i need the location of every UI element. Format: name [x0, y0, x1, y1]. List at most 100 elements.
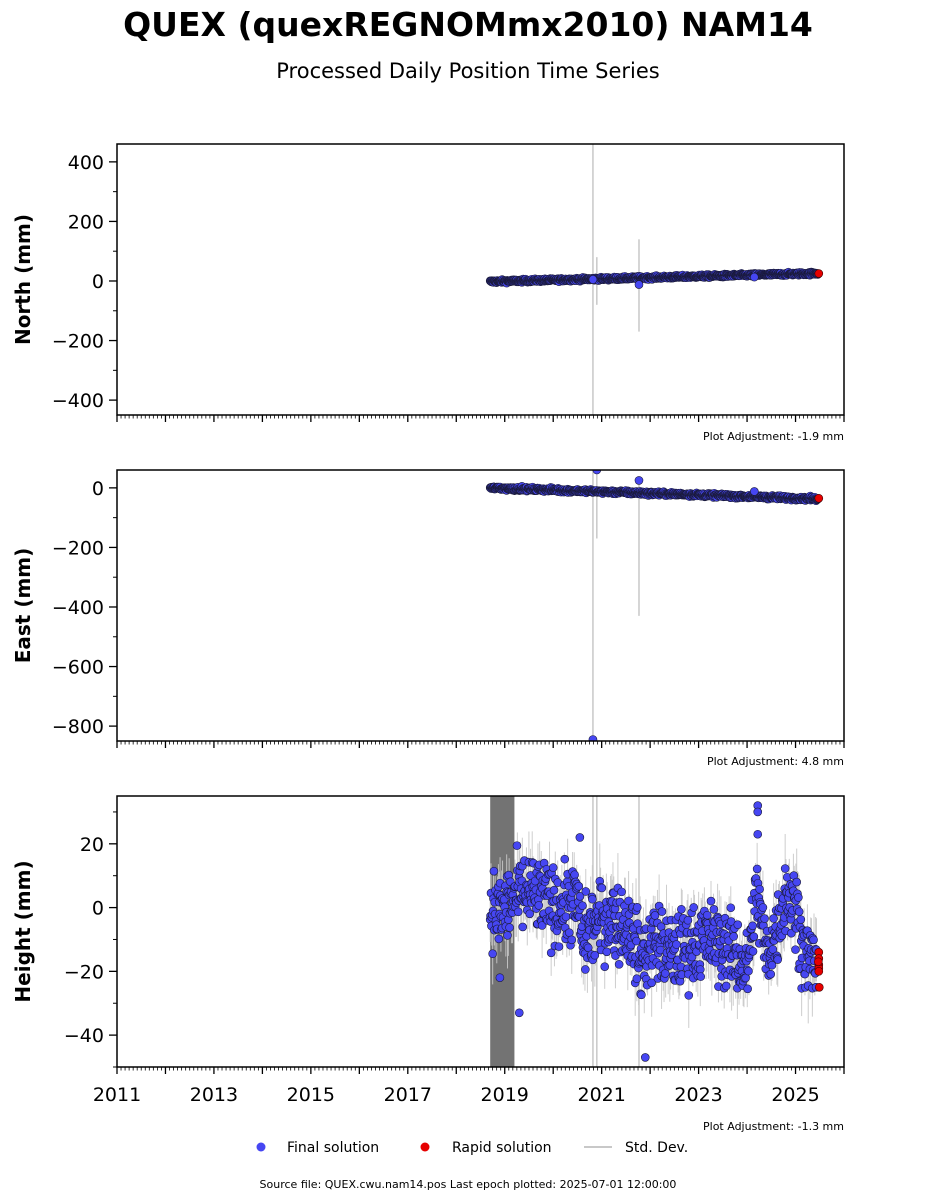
- final-point: [575, 833, 585, 842]
- final-point: [575, 891, 585, 901]
- final-point: [564, 928, 574, 937]
- final-point: [590, 950, 600, 960]
- final-point: [749, 932, 759, 941]
- rapid-point: [814, 269, 824, 278]
- rapid-point: [814, 957, 823, 967]
- final-point: [689, 903, 699, 912]
- y-tick-label: −400: [52, 390, 104, 412]
- plot-area-2: [485, 796, 824, 1067]
- final-point: [588, 735, 598, 741]
- final-point: [769, 914, 778, 923]
- final-point: [683, 915, 693, 925]
- final-point: [617, 887, 626, 897]
- final-point: [488, 949, 497, 959]
- plot-adjustment-label: Plot Adjustment: 4.8 mm: [707, 755, 844, 768]
- final-point: [796, 915, 806, 924]
- y-axis-label: Height (mm): [11, 860, 35, 1002]
- plot-area-1: [485, 470, 824, 741]
- y-tick-label: −600: [52, 657, 104, 679]
- final-point: [640, 1053, 650, 1062]
- y-tick-label: −800: [52, 716, 104, 738]
- final-point: [578, 901, 587, 910]
- final-point: [574, 881, 584, 891]
- y-tick-label: 0: [92, 271, 104, 293]
- final-point: [696, 972, 706, 981]
- final-point: [753, 807, 763, 817]
- x-tick-label: 2021: [577, 1084, 625, 1106]
- final-point: [624, 896, 633, 906]
- final-point: [581, 965, 590, 974]
- y-tick-label: −40: [64, 1025, 104, 1047]
- final-point: [752, 864, 762, 874]
- final-point: [495, 973, 505, 983]
- x-tick-label: 2011: [93, 1084, 141, 1106]
- y-tick-label: −200: [52, 331, 104, 353]
- legend-stddev-label: Std. Dev.: [625, 1140, 688, 1156]
- final-point: [794, 907, 804, 916]
- final-point: [634, 476, 644, 485]
- final-point: [567, 935, 577, 945]
- final-point: [632, 903, 642, 912]
- footer-source: Source file: QUEX.cwu.nam14.pos Last epo…: [260, 1178, 677, 1191]
- x-tick-label: 2019: [481, 1084, 529, 1106]
- final-point: [534, 901, 544, 910]
- panel-1: −800 −600 −400 −200 0 East (mm) Plot Adjustmen…: [11, 469, 845, 768]
- rapid-point: [814, 982, 824, 992]
- final-point: [733, 920, 743, 929]
- final-point: [809, 935, 818, 945]
- y-tick-label: 0: [92, 898, 104, 920]
- final-point: [513, 907, 523, 917]
- final-point: [503, 931, 512, 940]
- final-point: [548, 863, 558, 872]
- final-point: [748, 946, 758, 956]
- final-point: [588, 275, 598, 284]
- y-tick-label: −400: [52, 597, 104, 619]
- y-tick-label: −20: [64, 961, 104, 983]
- final-point: [760, 914, 769, 923]
- final-point: [650, 911, 660, 920]
- final-point: [581, 887, 591, 896]
- final-point: [767, 960, 777, 970]
- final-point: [647, 978, 656, 988]
- final-point: [750, 487, 759, 496]
- final-point: [695, 965, 705, 974]
- final-point: [494, 934, 504, 944]
- figure-title: QUEX (quexREGNOMmx2010) NAM14: [123, 5, 813, 44]
- final-point: [657, 907, 667, 916]
- final-point: [489, 866, 499, 876]
- final-point: [561, 912, 571, 922]
- final-point: [758, 903, 768, 912]
- final-point: [702, 910, 712, 920]
- y-axis-label: North (mm): [11, 214, 35, 345]
- panel-0: −400 −200 0 200 400 North (mm) Plot Adjustment…: [11, 143, 845, 443]
- y-tick-label: 0: [92, 478, 104, 500]
- final-point: [773, 955, 783, 964]
- x-tick-label: 2017: [384, 1084, 432, 1106]
- y-tick-label: −200: [52, 537, 104, 559]
- final-point: [748, 921, 757, 931]
- final-point: [753, 829, 763, 839]
- plot-adjustment-label: Plot Adjustment: -1.3 mm: [703, 1120, 844, 1133]
- y-tick-label: 20: [80, 834, 104, 856]
- final-point: [600, 962, 610, 971]
- final-point: [794, 893, 803, 902]
- final-point: [634, 280, 644, 289]
- final-point: [525, 909, 535, 919]
- final-point: [592, 470, 602, 475]
- final-point: [706, 896, 716, 906]
- final-point: [743, 984, 752, 994]
- final-point: [709, 905, 719, 914]
- axes-frame: [116, 469, 845, 742]
- final-point: [588, 894, 597, 904]
- legend: Final solution Rapid solution Std. Dev.: [256, 1140, 688, 1156]
- final-point: [791, 945, 800, 954]
- final-point: [729, 932, 738, 941]
- final-point: [632, 974, 642, 983]
- final-point: [570, 870, 579, 880]
- final-point: [614, 960, 624, 969]
- panel-2: −40 −20 0 20 2011 2013 2015 2017 2019 2021 2023 202…: [11, 795, 845, 1133]
- plot-area-0: [485, 144, 824, 415]
- final-point: [672, 940, 681, 949]
- final-point: [768, 945, 778, 954]
